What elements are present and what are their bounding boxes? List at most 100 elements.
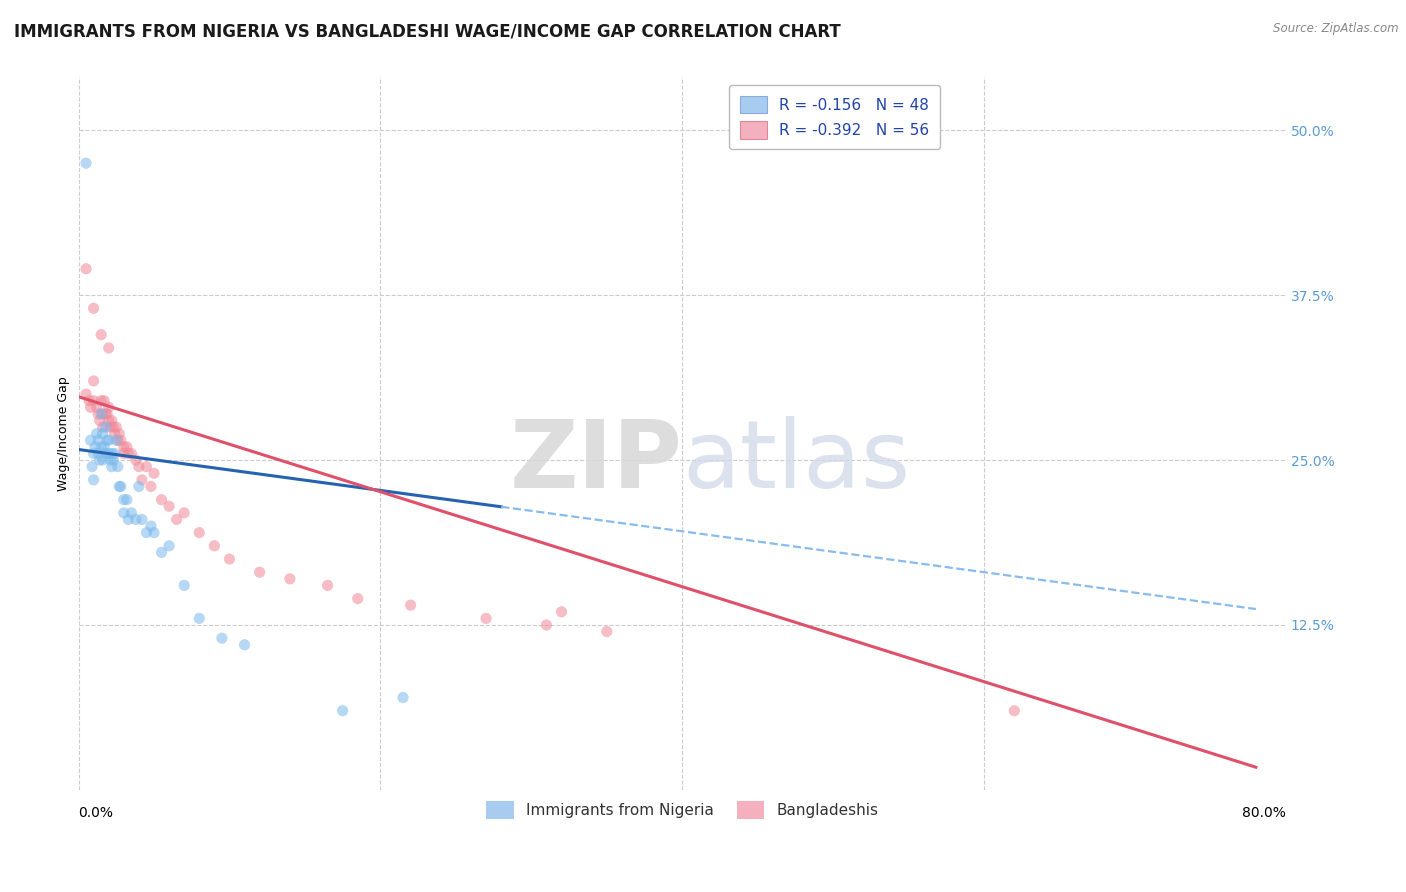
Point xyxy=(536,618,558,632)
Legend: Immigrants from Nigeria, Bangladeshis: Immigrants from Nigeria, Bangladeshis xyxy=(479,795,884,825)
Point xyxy=(150,492,173,507)
Point xyxy=(139,519,162,533)
Point xyxy=(139,479,162,493)
Point xyxy=(89,453,111,467)
Point xyxy=(100,459,122,474)
Point xyxy=(105,434,128,448)
Point xyxy=(120,506,142,520)
Point xyxy=(107,459,129,474)
Point xyxy=(135,459,157,474)
Text: ZIP: ZIP xyxy=(509,417,682,508)
Point xyxy=(91,407,114,421)
Point xyxy=(475,611,498,625)
Point xyxy=(157,500,180,514)
Point xyxy=(218,552,240,566)
Point xyxy=(332,704,354,718)
Point xyxy=(166,512,188,526)
Point xyxy=(211,631,233,645)
Text: atlas: atlas xyxy=(682,417,911,508)
Point xyxy=(82,459,104,474)
Point xyxy=(135,525,157,540)
Point xyxy=(117,512,139,526)
Point xyxy=(98,453,121,467)
Point xyxy=(188,611,211,625)
Point xyxy=(98,420,121,434)
Point xyxy=(108,426,131,441)
Point xyxy=(128,459,150,474)
Point xyxy=(97,341,120,355)
Point xyxy=(120,446,142,460)
Point xyxy=(83,374,105,388)
Point xyxy=(131,473,153,487)
Point xyxy=(86,401,108,415)
Point xyxy=(96,434,118,448)
Point xyxy=(90,407,112,421)
Point xyxy=(83,393,105,408)
Point xyxy=(86,426,108,441)
Point xyxy=(93,393,115,408)
Point xyxy=(90,393,112,408)
Point xyxy=(143,467,166,481)
Point xyxy=(596,624,619,639)
Point xyxy=(75,387,97,401)
Point xyxy=(202,539,225,553)
Point xyxy=(97,413,120,427)
Point xyxy=(94,446,117,460)
Point xyxy=(173,506,195,520)
Point xyxy=(131,512,153,526)
Point xyxy=(316,578,339,592)
Point xyxy=(150,545,173,559)
Point xyxy=(107,434,129,448)
Point xyxy=(83,446,105,460)
Point xyxy=(94,420,117,434)
Point xyxy=(83,473,105,487)
Point xyxy=(108,479,131,493)
Point xyxy=(93,440,115,454)
Point xyxy=(91,420,114,434)
Point xyxy=(96,407,118,421)
Point xyxy=(105,420,128,434)
Point xyxy=(79,434,101,448)
Point xyxy=(77,393,100,408)
Text: 0.0%: 0.0% xyxy=(79,805,114,820)
Point xyxy=(233,638,256,652)
Point xyxy=(91,453,114,467)
Point xyxy=(83,301,105,316)
Point xyxy=(90,440,112,454)
Point xyxy=(87,446,110,460)
Point xyxy=(1002,704,1025,718)
Point xyxy=(97,446,120,460)
Point xyxy=(100,446,122,460)
Point xyxy=(249,565,271,579)
Point xyxy=(128,479,150,493)
Point xyxy=(90,327,112,342)
Point xyxy=(97,401,120,415)
Point xyxy=(125,512,148,526)
Point xyxy=(94,407,117,421)
Text: 80.0%: 80.0% xyxy=(1241,805,1286,820)
Point xyxy=(550,605,572,619)
Point xyxy=(117,446,139,460)
Point xyxy=(115,492,138,507)
Point xyxy=(87,407,110,421)
Point xyxy=(112,492,135,507)
Point xyxy=(103,453,125,467)
Point xyxy=(346,591,368,606)
Point xyxy=(103,420,125,434)
Point xyxy=(84,440,107,454)
Point xyxy=(143,525,166,540)
Point xyxy=(75,156,97,170)
Point xyxy=(110,479,132,493)
Point xyxy=(110,434,132,448)
Text: IMMIGRANTS FROM NIGERIA VS BANGLADESHI WAGE/INCOME GAP CORRELATION CHART: IMMIGRANTS FROM NIGERIA VS BANGLADESHI W… xyxy=(14,22,841,40)
Point xyxy=(79,401,101,415)
Point xyxy=(112,506,135,520)
Point xyxy=(112,440,135,454)
Point xyxy=(278,572,301,586)
Text: Source: ZipAtlas.com: Source: ZipAtlas.com xyxy=(1274,22,1399,36)
Y-axis label: Wage/Income Gap: Wage/Income Gap xyxy=(58,376,70,491)
Point xyxy=(97,434,120,448)
Point xyxy=(112,446,135,460)
Point xyxy=(392,690,415,705)
Point xyxy=(125,453,148,467)
